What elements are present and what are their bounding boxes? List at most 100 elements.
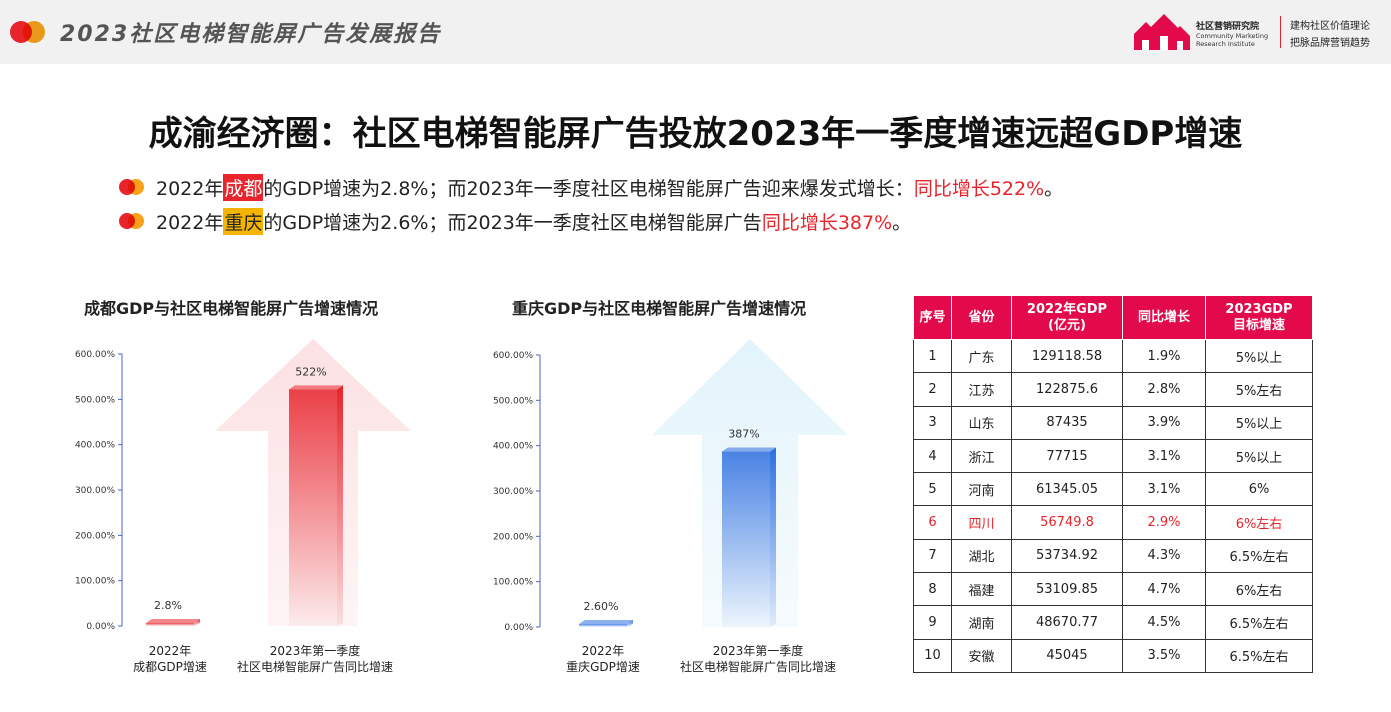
bar-top-face (146, 619, 200, 623)
table-row: 4 浙江 77715 3.1% 5%以上 (913, 438, 1313, 474)
y-tick-label: 200.00% (75, 531, 115, 541)
table-cell: 江苏 (951, 372, 1012, 407)
table-cell: 10 (913, 638, 952, 673)
table-cell: 4 (913, 438, 952, 474)
table-cell: 湖北 (951, 538, 1012, 574)
table-cell: 3.9% (1122, 405, 1206, 440)
bullet-mid: 的GDP增速为2.8%；而2023年一季度社区电梯智能屏广告迎来爆发式增长： (263, 177, 914, 200)
table-cell: 3.5% (1122, 638, 1206, 673)
y-tick-label: 600.00% (75, 350, 115, 360)
table-row: 1 广东 129118.58 1.9% 5%以上 (913, 338, 1313, 374)
table-cell: 浙江 (951, 438, 1012, 474)
brand-name-cn: 社区营销研究院 (1196, 22, 1260, 32)
bullet-dots-icon (119, 213, 145, 229)
chongqing-chart: 重庆GDP与社区电梯智能屏广告增速情况 0.00% 100.00% 200.00% 3… (440, 295, 890, 695)
y-tick-label: 400.00% (75, 441, 115, 451)
table-row: 10 安徽 45045 3.5% 6.5%左右 (913, 638, 1313, 673)
table-cell: 4.5% (1122, 605, 1206, 640)
bar-side-face (337, 385, 343, 626)
table-cell: 6.5%左右 (1205, 605, 1313, 640)
table-cell: 4.3% (1122, 538, 1206, 574)
report-title: 2023社区电梯智能屏广告发展报告 (60, 22, 442, 47)
y-tick-label: 600.00% (493, 351, 533, 361)
chongqing-chart-svg: 0.00% 100.00% 200.00% 300.00% 400.00% 500.00%… (493, 339, 848, 633)
table-cell: 5%以上 (1205, 338, 1313, 374)
bar (289, 389, 337, 626)
table-cell: 8 (913, 572, 952, 607)
x-category-label: 2022年成都GDP增速 (110, 643, 230, 675)
table-cell: 安徽 (951, 638, 1012, 673)
table-cell: 48670.77 (1011, 605, 1123, 640)
table-cell: 77715 (1011, 438, 1123, 474)
table-cell: 6 (913, 505, 952, 540)
table-cell: 5%左右 (1205, 372, 1313, 407)
table-cell: 6%左右 (1205, 572, 1313, 607)
x-category-line-2: 社区电梯智能屏广告同比增速 (679, 660, 836, 674)
table-cell: 53109.85 (1011, 572, 1123, 607)
bar-top-face (579, 620, 633, 624)
table-cell: 福建 (951, 572, 1012, 607)
table-cell: 1 (913, 338, 952, 374)
bullet-dots-icon (119, 179, 145, 195)
bar-top-face (722, 447, 776, 452)
table-cell: 56749.8 (1011, 505, 1123, 540)
table-cell: 87435 (1011, 405, 1123, 440)
x-category-label: 2023年第一季度 社区电梯智能屏广告同比增速 (658, 643, 858, 675)
y-tick-label: 300.00% (493, 487, 533, 497)
table-cell: 2 (913, 372, 952, 407)
bar-side-face (770, 447, 776, 627)
brand-slogan: 建构社区价值理论 把脉品牌营销趋势 (1290, 18, 1390, 52)
data-label: 2.8% (154, 599, 182, 612)
table-header-line: (亿元) (1048, 317, 1086, 333)
table-cell: 9 (913, 605, 952, 640)
table-cell: 5%以上 (1205, 438, 1313, 474)
bullet-city: 重庆 (223, 207, 264, 235)
table-cell: 2.8% (1122, 372, 1206, 407)
bar-side-face (627, 620, 633, 627)
table-header-cell: 序号 (913, 295, 952, 340)
table-cell: 1.9% (1122, 338, 1206, 374)
x-category-label: 2023年第一季度 社区电梯智能屏广告同比增速 (215, 643, 415, 675)
y-tick-label: 100.00% (493, 578, 533, 588)
bullet-growth: 同比增长522% (913, 177, 1045, 200)
x-category-line-2: 成都GDP增速 (133, 660, 207, 674)
table-cell: 7 (913, 538, 952, 574)
bullet-post: 。 (892, 211, 912, 234)
table-row: 5 河南 61345.05 3.1% 6% (913, 472, 1313, 507)
table-cell: 129118.58 (1011, 338, 1123, 374)
header-bar: 2023社区电梯智能屏广告发展报告 社区营销研究院 Community Mark… (0, 0, 1391, 64)
page-title: 成渝经济圈：社区电梯智能屏广告投放2023年一季度增速远超GDP增速 (148, 114, 1243, 154)
bar-top-face (289, 385, 343, 390)
table-cell: 山东 (951, 405, 1012, 440)
data-label: 2.60% (584, 600, 619, 613)
table-header-line: 目标增速 (1232, 317, 1285, 333)
table-row: 9 湖南 48670.77 4.5% 6.5%左右 (913, 605, 1313, 640)
table-cell: 61345.05 (1011, 472, 1123, 507)
data-label: 387% (728, 428, 759, 441)
table-cell: 2.9% (1122, 505, 1206, 540)
chart-title: 成都GDP与社区电梯智能屏广告增速情况 (84, 299, 379, 318)
bullet-growth: 同比增长387% (761, 211, 893, 234)
table-header-cell: 2022年GDP (亿元) (1011, 295, 1123, 340)
table-row: 3 山东 87435 3.9% 5%以上 (913, 405, 1313, 440)
bullet-chengdu: 2022年 成都 的GDP增速为2.8%；而2023年一季度社区电梯智能屏广告迎来爆… (119, 173, 1063, 201)
table-cell: 河南 (951, 472, 1012, 507)
table-cell: 3 (913, 405, 952, 440)
table-row: 2 江苏 122875.6 2.8% 5%左右 (913, 372, 1313, 407)
y-tick-label: 300.00% (75, 486, 115, 496)
x-category-line-1: 2022年 (148, 644, 192, 658)
table-cell: 3.1% (1122, 438, 1206, 474)
table-row: 6 四川 56749.8 2.9% 6%左右 (913, 505, 1313, 540)
y-tick-label: 500.00% (493, 396, 533, 406)
table-header-line: 序号 (919, 309, 946, 325)
bar (146, 623, 194, 626)
bullet-city: 成都 (223, 173, 264, 201)
table-cell: 湖南 (951, 605, 1012, 640)
table-header-row: 序号 省份 2022年GDP (亿元) 同比增长 2023GDP 目标增速 (913, 295, 1313, 340)
slogan-line-1: 建构社区价值理论 (1290, 21, 1370, 32)
bullet-pre: 2022年 (156, 211, 224, 234)
table-header-cell: 省份 (951, 295, 1012, 340)
table-cell: 广东 (951, 338, 1012, 374)
table-cell: 6%左右 (1205, 505, 1313, 540)
y-tick-label: 200.00% (493, 532, 533, 542)
